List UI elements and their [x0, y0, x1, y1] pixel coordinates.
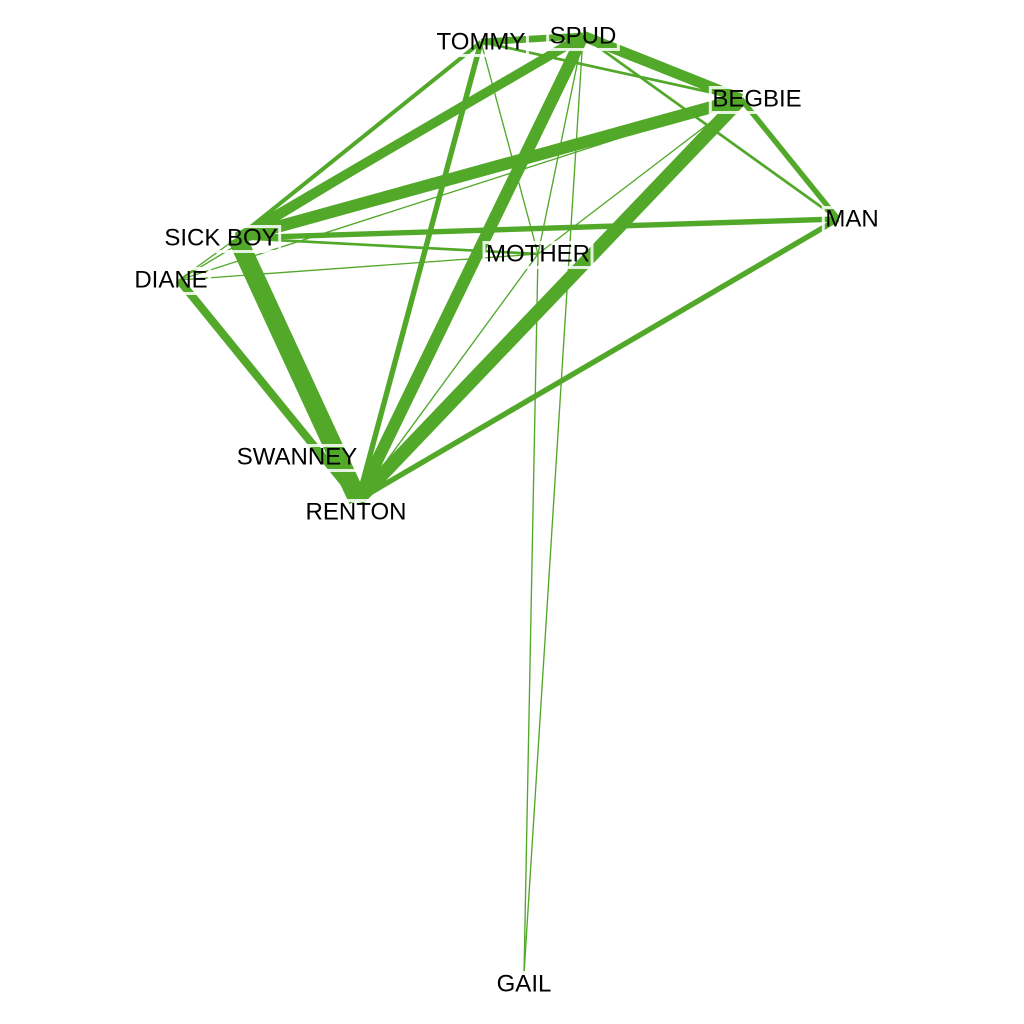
- node-label-swanney: SWANNEY: [237, 444, 357, 471]
- node-box-mother: [482, 241, 594, 269]
- edge-tommy-begbie: [480, 40, 742, 101]
- node-label-renton: RENTON: [306, 499, 407, 526]
- node-label-diane: DIANE: [134, 267, 207, 294]
- edge-sick-boy-spud: [234, 31, 586, 243]
- edge-begbie-man: [738, 97, 841, 221]
- node-box-renton: [302, 499, 410, 527]
- node-box-spud: [546, 23, 620, 51]
- node-box-begbie: [708, 86, 806, 114]
- edge-tommy-sick-boy: [235, 40, 483, 240]
- node-spud: SPUD: [546, 23, 620, 51]
- node-label-gail: GAIL: [497, 971, 552, 998]
- node-box-tommy: [433, 29, 529, 57]
- edge-diane-renton: [175, 277, 362, 503]
- edge-tommy-renton: [355, 41, 484, 501]
- node-gail: GAIL: [493, 971, 555, 999]
- edge-renton-spud: [352, 33, 589, 503]
- edge-renton-begbie: [353, 94, 746, 505]
- edge-sick-boy-begbie: [235, 93, 743, 244]
- node-mother: MOTHER: [482, 241, 594, 269]
- node-sick-boy: SICK BOY: [160, 225, 282, 253]
- node-diane: DIANE: [130, 267, 212, 295]
- node-box-swanney: [233, 444, 361, 472]
- node-man: MAN: [821, 206, 883, 234]
- edge-spud-gail: [523, 35, 584, 975]
- node-renton: RENTON: [302, 499, 410, 527]
- node-label-man: MAN: [825, 206, 878, 233]
- node-label-tommy: TOMMY: [437, 29, 526, 56]
- nodes-layer: TOMMY SPUD BEGBIE MAN SICK BOY DIANE MOTHER SWA…: [130, 23, 883, 999]
- node-swanney: SWANNEY: [233, 444, 361, 472]
- node-label-mother: MOTHER: [486, 241, 590, 268]
- edge-mother-gail: [523, 253, 539, 975]
- node-label-sick-boy: SICK BOY: [164, 225, 277, 252]
- edge-sick-boy-man: [236, 216, 839, 241]
- edge-sick-boy-mother: [236, 236, 539, 256]
- edge-renton-man: [356, 216, 840, 503]
- node-box-diane: [130, 267, 212, 295]
- node-begbie: BEGBIE: [708, 86, 806, 114]
- edge-tommy-mother: [480, 41, 539, 255]
- edge-sick-boy-diane: [178, 237, 238, 281]
- node-label-spud: SPUD: [550, 23, 617, 50]
- node-label-begbie: BEGBIE: [712, 86, 801, 113]
- edge-tommy-spud: [480, 32, 584, 46]
- edges-layer: [175, 30, 841, 975]
- node-box-gail: [493, 971, 555, 999]
- node-tommy: TOMMY: [433, 29, 529, 57]
- edge-sick-boy-renton: [228, 234, 367, 504]
- node-box-sick-boy: [160, 225, 282, 253]
- node-box-man: [821, 206, 883, 234]
